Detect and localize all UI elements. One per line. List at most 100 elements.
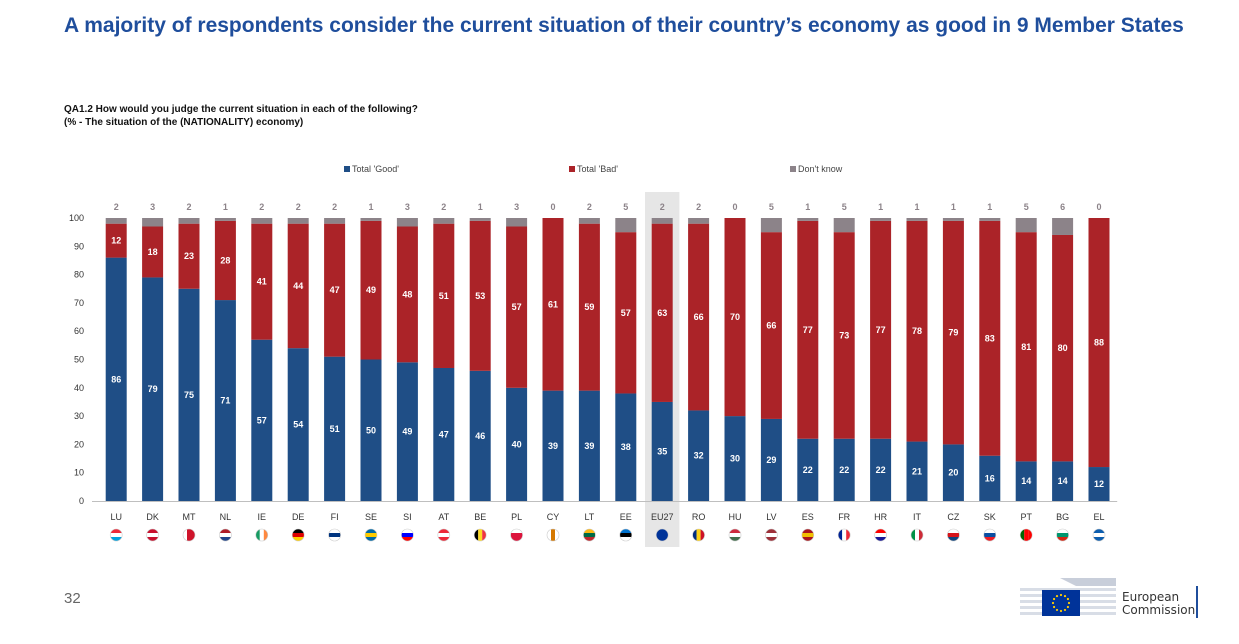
dont-know-label: 0: [1096, 202, 1101, 212]
data-label: 14: [1021, 476, 1031, 486]
data-label: 39: [584, 441, 594, 451]
data-label: 63: [657, 308, 667, 318]
bar-segment: [1015, 232, 1037, 462]
bar-segment: [324, 223, 346, 357]
y-tick-label: 30: [74, 411, 84, 421]
bar-segment: [360, 220, 382, 360]
bar-segment: [287, 218, 309, 224]
data-label: 57: [621, 308, 631, 318]
data-label: 54: [293, 420, 303, 430]
legend-label: Don't know: [798, 164, 843, 174]
bar-segment: [105, 223, 127, 258]
data-label: 86: [111, 374, 121, 384]
country-flag-icon: [219, 528, 232, 542]
bar-segment: [906, 220, 928, 442]
y-tick-label: 90: [74, 241, 84, 251]
dont-know-label: 5: [842, 202, 847, 212]
bar-segment: [979, 455, 1001, 501]
bar-segment: [688, 223, 710, 411]
data-label: 51: [330, 424, 340, 434]
data-label: 38: [621, 442, 631, 452]
bar-segment: [542, 390, 564, 501]
bar-segment: [214, 218, 236, 221]
bar-segment: [578, 223, 600, 391]
bar-segment: [833, 218, 855, 233]
x-tick-label: DK: [146, 512, 159, 522]
data-label: 73: [839, 330, 849, 340]
data-label: 80: [1058, 343, 1068, 353]
dont-know-label: 1: [368, 202, 373, 212]
bar-segment: [870, 438, 892, 501]
country-flag-icon: [910, 528, 924, 542]
country-flag-icon: [765, 528, 778, 542]
x-tick-label: FR: [838, 512, 850, 522]
data-label: 41: [257, 277, 267, 287]
dont-know-label: 2: [660, 202, 665, 212]
bar-segment: [251, 339, 273, 501]
dont-know-label: 1: [223, 202, 228, 212]
bar-segment: [833, 438, 855, 501]
data-label: 57: [512, 302, 522, 312]
y-tick-label: 0: [79, 496, 84, 506]
bar-segment: [942, 444, 964, 501]
bar-segment: [615, 218, 637, 233]
data-label: 46: [475, 431, 485, 441]
bar-segment: [1015, 461, 1037, 501]
question-line-1: QA1.2 How would you judge the current si…: [64, 104, 418, 115]
bar-segment: [651, 218, 673, 224]
bar-segment: [324, 218, 346, 224]
dont-know-label: 1: [951, 202, 956, 212]
data-label: 23: [184, 251, 194, 261]
dont-know-label: 2: [259, 202, 264, 212]
bar-segment: [433, 223, 455, 368]
bar-segment: [1052, 234, 1074, 462]
bar-segment: [360, 359, 382, 501]
question-text: QA1.2 How would you judge the current si…: [64, 103, 418, 129]
x-tick-label: HR: [874, 512, 887, 522]
bar-segment: [287, 223, 309, 349]
data-label: 49: [366, 285, 376, 295]
data-label: 20: [948, 468, 958, 478]
country-flag-icon: [255, 528, 269, 542]
country-flag-icon: [291, 528, 305, 542]
country-flag-icon: [1019, 528, 1033, 542]
country-flag-icon: [655, 528, 669, 542]
dont-know-label: 5: [1024, 202, 1029, 212]
x-tick-label: ES: [802, 512, 814, 522]
legend-label: Total 'Good': [352, 164, 399, 174]
y-tick-label: 40: [74, 383, 84, 393]
bar-segment: [506, 387, 528, 501]
bar-segment: [906, 218, 928, 221]
bar-segment: [506, 218, 528, 227]
data-label: 35: [657, 446, 667, 456]
data-label: 47: [439, 429, 449, 439]
x-tick-label: MT: [183, 512, 196, 522]
data-label: 79: [148, 384, 158, 394]
bar-segment: [469, 220, 491, 371]
country-flag-icon: [728, 528, 742, 542]
country-flag-icon: [837, 528, 851, 542]
data-label: 12: [111, 236, 121, 246]
dont-know-label: 3: [150, 202, 155, 212]
legend-swatch: [569, 166, 575, 172]
data-label: 79: [948, 328, 958, 338]
data-label: 32: [694, 451, 704, 461]
bar-segment: [615, 232, 637, 394]
data-label: 83: [985, 333, 995, 343]
logo-divider: [1196, 586, 1198, 618]
x-tick-label: IT: [913, 512, 922, 522]
dont-know-label: 2: [296, 202, 301, 212]
dont-know-label: 0: [732, 202, 737, 212]
bar-segment: [651, 401, 673, 501]
logo-text-line-2: Commission: [1122, 603, 1196, 617]
european-commission-logo: [1020, 578, 1116, 616]
bar-segment: [287, 348, 309, 501]
country-flag-icon: [947, 528, 960, 542]
data-label: 44: [293, 281, 303, 291]
bar-segment: [797, 218, 819, 221]
dont-know-label: 2: [114, 202, 119, 212]
eu-stars-icon: [1051, 593, 1071, 613]
data-label: 61: [548, 299, 558, 309]
bar-segment: [1088, 467, 1110, 501]
